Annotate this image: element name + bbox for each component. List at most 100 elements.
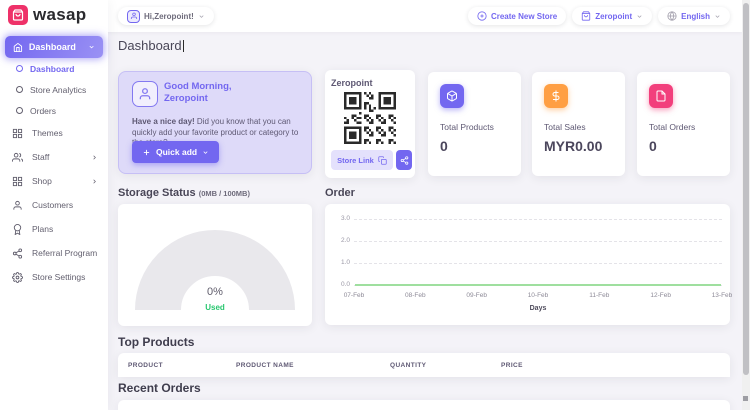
column-price: PRICE [501, 361, 523, 369]
top-navbar: Hi,Zeropoint! Create New Store Zeropoint… [0, 0, 742, 32]
recent-orders-table [118, 400, 730, 410]
stat-label: Total Products [440, 122, 494, 132]
share-icon [400, 155, 408, 165]
language-selector[interactable]: English [658, 7, 730, 25]
sidebar-active-label: Dashboard [28, 42, 76, 52]
top-products-table-header: PRODUCT PRODUCT NAME QUANTITY PRICE [118, 353, 730, 377]
chart-x-tick: 13-Feb [711, 292, 733, 299]
chart-plot [354, 216, 722, 288]
plus-icon [143, 149, 150, 155]
sidebar-subitem-store-analytics[interactable]: Store Analytics [0, 79, 108, 100]
sidebar-item-dashboard[interactable]: Dashboard [5, 36, 103, 58]
sidebar-subitem-dashboard[interactable]: Dashboard [0, 58, 108, 79]
column-quantity: QUANTITY [390, 361, 427, 369]
total-products-card: Total Products 0 [428, 72, 521, 176]
text-cursor [182, 40, 184, 52]
navitem-label: Shop [32, 176, 52, 186]
store-switcher-label: Zeropoint [595, 11, 633, 21]
page-title: Dashboard [118, 38, 184, 53]
storage-gauge: 0% Used [135, 230, 295, 318]
chart-gridline [354, 263, 722, 264]
column-product-name: PRODUCT NAME [236, 361, 294, 369]
subitem-label: Store Analytics [30, 84, 87, 95]
storage-percent: 0% [207, 286, 223, 298]
chart-y-tick: 3.0 [340, 215, 350, 222]
chart-line [355, 284, 721, 286]
greeting-card: Good Morning, Zeropoint Have a nice day!… [118, 71, 312, 174]
store-link-button[interactable]: Store Link [331, 150, 393, 170]
navitem-label: Store Settings [32, 272, 86, 282]
box-icon [440, 84, 464, 108]
sidebar-subitem-orders[interactable]: Orders [0, 100, 108, 121]
chart-gridline [354, 219, 722, 220]
user-greeting: Hi,Zeropoint! [144, 11, 194, 21]
chart-x-tick: 12-Feb [650, 292, 671, 299]
language-label: English [681, 11, 710, 21]
chart-x-axis-title: Days [529, 305, 547, 312]
qr-code [344, 92, 396, 144]
qr-store-name: Zeropoint [331, 78, 373, 88]
sidebar-item-themes[interactable]: Themes [0, 121, 108, 145]
plus-circle-icon [477, 11, 487, 21]
grid-icon [12, 176, 23, 186]
chevron-right-icon [93, 179, 96, 183]
circle-icon [16, 65, 23, 72]
share-button[interactable] [396, 150, 412, 170]
brand-logo-icon [8, 5, 28, 25]
chevron-down-icon [199, 14, 204, 18]
scrollbar-track[interactable] [742, 0, 750, 410]
scrollbar-thumb[interactable] [743, 3, 749, 375]
brand-logo[interactable]: wasap [8, 5, 86, 25]
navitem-label: Referral Program [32, 248, 98, 258]
store-icon [582, 11, 591, 21]
create-new-store-button[interactable]: Create New Store [467, 7, 567, 25]
sidebar-item-shop[interactable]: Shop [0, 169, 108, 193]
storage-gauge-card: 0% Used [118, 204, 312, 326]
chart-gridline [354, 241, 722, 242]
store-link-label: Store Link [337, 155, 374, 165]
stat-label: Total Orders [649, 122, 696, 132]
storage-status-heading: Storage Status (0MB / 100MB) [118, 187, 250, 199]
column-product: PRODUCT [128, 361, 163, 369]
circle-icon [16, 107, 23, 114]
navitem-label: Plans [32, 224, 54, 234]
create-new-store-label: Create New Store [490, 11, 558, 21]
gear-icon [12, 271, 23, 283]
recent-orders-heading: Recent Orders [118, 381, 201, 395]
chevron-down-icon [203, 150, 208, 154]
navitem-label: Themes [32, 128, 63, 138]
sidebar-item-customers[interactable]: Customers [0, 193, 108, 217]
sidebar-item-plans[interactable]: Plans [0, 217, 108, 241]
chevron-down-icon [637, 14, 642, 18]
store-qr-card: Zeropoint Store Link [325, 70, 415, 178]
grid-icon [12, 128, 23, 138]
chart-y-labels: 3.0 2.0 1.0 0.0 [333, 215, 350, 294]
chart-x-labels: 07-Feb 08-Feb 09-Feb 10-Feb 11-Feb 12-Feb 13-F… [344, 292, 733, 301]
stat-value: MYR0.00 [544, 138, 603, 154]
chevron-down-icon [715, 14, 720, 18]
chart-x-tick: 11-Feb [589, 292, 610, 299]
storage-used-label: Used [205, 303, 225, 312]
chart-y-tick: 0.0 [340, 281, 350, 288]
chart-x-tick: 07-Feb [343, 292, 365, 299]
circle-icon [16, 86, 23, 93]
user-menu[interactable]: Hi,Zeropoint! [118, 7, 214, 25]
chart-y-tick: 2.0 [340, 237, 350, 244]
sidebar-item-staff[interactable]: Staff [0, 145, 108, 169]
main-content: Dashboard Good Morning, Zeropoint Have a… [108, 32, 742, 410]
users-icon [12, 152, 23, 162]
chart-x-tick: 09-Feb [466, 292, 487, 299]
subitem-label: Orders [30, 105, 56, 116]
copy-icon [378, 155, 387, 165]
dollar-icon [544, 84, 568, 108]
stat-value: 0 [440, 138, 448, 154]
storage-quota: (0MB / 100MB) [198, 189, 250, 198]
order-heading: Order [325, 187, 355, 199]
share-icon [12, 247, 23, 259]
user-icon [13, 200, 22, 210]
quick-add-button[interactable]: Quick add [132, 141, 220, 163]
sidebar-item-store-settings[interactable]: Store Settings [0, 265, 108, 289]
store-switcher[interactable]: Zeropoint [572, 7, 653, 25]
sidebar-item-referral-program[interactable]: Referral Program [0, 241, 108, 265]
top-products-heading: Top Products [118, 335, 195, 349]
